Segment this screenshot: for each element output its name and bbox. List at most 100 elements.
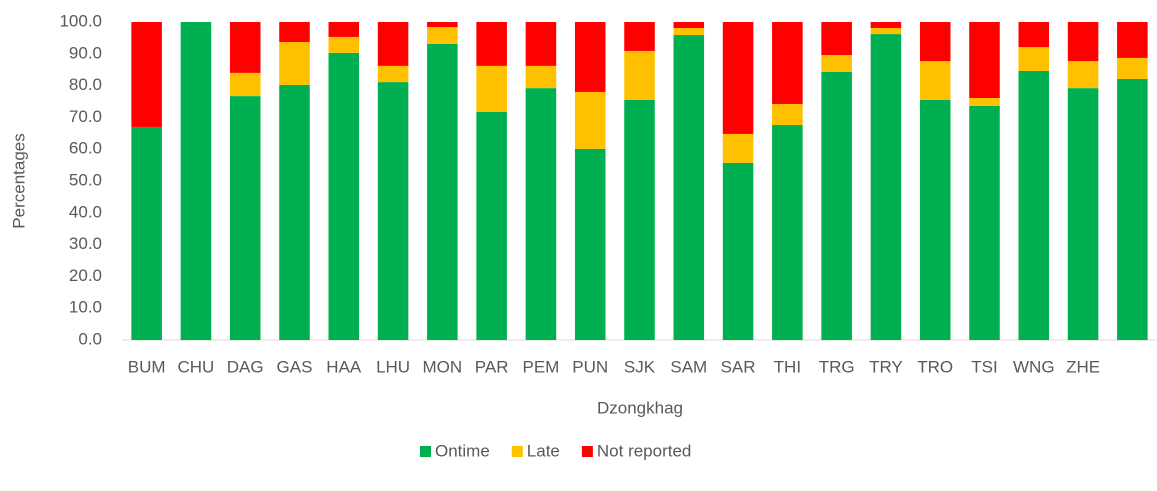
bar-segment (525, 22, 557, 66)
x-tick-label: ZHE (1066, 357, 1100, 376)
bar-segment (279, 22, 310, 43)
bar-segment (476, 22, 507, 66)
bar-segment (919, 99, 951, 340)
bar-segment (722, 162, 754, 340)
x-tick-label: BUM (128, 357, 166, 376)
x-tick-label: DAG (227, 357, 264, 376)
bar-segment (476, 111, 507, 340)
bar-segment (1018, 22, 1050, 48)
bar-segment (180, 22, 212, 340)
legend-swatch (511, 446, 523, 457)
bar-segment (673, 22, 705, 29)
bar-segment (1018, 70, 1050, 341)
bar-segment (377, 65, 409, 83)
bar-segment (673, 28, 705, 36)
bar-segment (476, 65, 507, 112)
x-tick-label: TRY (869, 357, 903, 376)
legend-label: Ontime (435, 441, 490, 460)
bar-segment (1117, 22, 1148, 58)
bar-segment (722, 22, 754, 134)
bar-segment (969, 98, 1000, 106)
x-tick-label: TRG (819, 357, 855, 376)
bar-segment (279, 84, 310, 341)
bar-segment (525, 65, 557, 89)
y-tick-label: 90.0 (69, 43, 102, 62)
x-tick-label: SAR (721, 357, 756, 376)
bar-segment (624, 50, 655, 100)
bar-segment (131, 126, 162, 340)
y-axis-title: Percentages (9, 133, 28, 228)
x-tick-label: TRO (917, 357, 953, 376)
bar-segment (328, 52, 360, 340)
bar-segment (772, 125, 803, 340)
bar-segment (821, 71, 852, 341)
x-tick-label: PUN (572, 357, 608, 376)
bar-segment (870, 28, 902, 35)
x-tick-label: LHU (376, 357, 410, 376)
y-tick-label: 0.0 (78, 329, 102, 348)
bar-segment (772, 22, 803, 105)
bar-segment (574, 148, 606, 340)
bar-segment (624, 22, 655, 51)
y-tick-label: 80.0 (69, 75, 102, 94)
bar-segment (574, 22, 606, 92)
legend-swatch (420, 446, 431, 457)
x-tick-label: MON (423, 357, 463, 376)
bar-segment (427, 43, 458, 340)
bar-segment (969, 22, 1000, 99)
x-tick-label: TSI (971, 357, 997, 376)
y-tick-label: 30.0 (69, 234, 102, 253)
y-tick-label: 70.0 (69, 107, 102, 126)
bar-segment (673, 35, 705, 341)
bar-segment (870, 34, 902, 341)
y-tick-label: 10.0 (69, 298, 102, 317)
x-tick-label: GAS (277, 357, 313, 376)
x-tick-label: SJK (624, 357, 656, 376)
y-tick-label: 40.0 (69, 202, 102, 221)
bar-segment (229, 96, 261, 341)
y-tick-label: 100.0 (59, 11, 102, 30)
bar-segment (377, 82, 409, 341)
y-tick-label: 20.0 (69, 266, 102, 285)
bar-segment (1067, 61, 1099, 89)
x-tick-label: HAA (326, 357, 362, 376)
bar-segment (722, 133, 754, 163)
legend-label: Late (527, 441, 560, 460)
x-tick-label: SAM (670, 357, 707, 376)
bar-segment (328, 36, 360, 53)
bar-segment (377, 22, 409, 66)
legend-label: Not reported (597, 441, 692, 460)
bar-segment (1117, 57, 1148, 79)
x-tick-label: THI (774, 357, 801, 376)
bar-segment (1117, 78, 1148, 340)
x-tick-label: PEM (523, 357, 560, 376)
bar-segment (1067, 88, 1099, 340)
x-tick-label: WNG (1013, 357, 1055, 376)
bar-segment (427, 22, 458, 28)
bar-segment (427, 27, 458, 44)
legend-swatch (581, 446, 593, 457)
y-tick-label: 60.0 (69, 139, 102, 158)
bar-segment (772, 104, 803, 126)
x-tick-label: PAR (475, 357, 509, 376)
bar-segment (328, 22, 360, 37)
bar-segment (870, 22, 902, 29)
bar-segment (525, 88, 557, 340)
bar-segment (919, 22, 951, 62)
bar-segment (131, 22, 162, 127)
bar-segment (821, 55, 852, 72)
bar-segment (229, 72, 261, 97)
bar-segment (821, 22, 852, 56)
bar-segment (1067, 22, 1099, 62)
bar-segment (574, 91, 606, 149)
x-axis-title: Dzongkhag (597, 398, 683, 417)
bar-segment (1018, 47, 1050, 71)
bar-segment (969, 105, 1000, 341)
bar-segment (229, 22, 261, 73)
bar-segment (919, 61, 951, 100)
bar-segment (279, 42, 310, 85)
bar-segment (624, 99, 655, 340)
x-tick-label: CHU (178, 357, 215, 376)
y-tick-label: 50.0 (69, 170, 102, 189)
